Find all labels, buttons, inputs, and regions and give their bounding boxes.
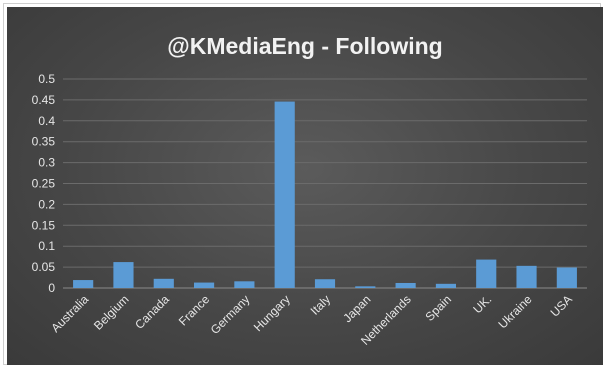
x-tick-label: Canada <box>132 292 172 332</box>
bar-chart: @KMediaEng - Following 0 0.05 0.1 0.15 0.2 0.… <box>32 33 587 348</box>
y-axis-ticks: 0 0.05 0.1 0.15 0.2 0.25 0.3 0.35 0.4 0.45 0.5 <box>32 72 56 295</box>
chart-area: @KMediaEng - Following 0 0.05 0.1 0.15 0.2 0.… <box>7 7 603 365</box>
x-tick-label: Belgium <box>91 292 132 333</box>
y-tick-label: 0.2 <box>38 197 55 211</box>
y-tick-label: 0.3 <box>38 156 55 170</box>
y-tick-label: 0.25 <box>32 177 56 191</box>
y-tick-label: 0.35 <box>32 135 56 149</box>
bar-netherlands <box>395 282 416 288</box>
x-tick-label: Ukraine <box>496 292 535 331</box>
bar-spain <box>435 283 456 288</box>
bar-italy <box>314 279 336 288</box>
x-tick-label: UK. <box>470 292 494 316</box>
x-tick-label: Germany <box>208 292 253 337</box>
x-tick-label: Italy <box>308 292 333 317</box>
y-tick-label: 0.1 <box>38 239 55 253</box>
x-tick-label: Australia <box>48 292 91 335</box>
x-tick-label: France <box>176 292 213 329</box>
bar-belgium <box>113 262 134 288</box>
bar-france <box>194 282 215 288</box>
bar-germany <box>234 281 255 288</box>
y-tick-label: 0 <box>48 281 55 295</box>
y-tick-label: 0.05 <box>32 260 56 274</box>
x-tick-label: Japan <box>340 292 373 325</box>
chart-title: @KMediaEng - Following <box>167 33 442 59</box>
bar-australia <box>73 280 94 288</box>
x-axis-ticks: Australia Belgium Canada FranceGermanyHunga… <box>48 292 575 348</box>
x-tick-label: Spain <box>422 292 454 324</box>
bar-usa <box>556 267 577 288</box>
chart-frame: @KMediaEng - Following 0 0.05 0.1 0.15 0.2 0.… <box>3 3 603 365</box>
gridlines <box>63 78 587 289</box>
y-tick-label: 0.4 <box>38 114 55 128</box>
y-tick-label: 0.15 <box>32 218 56 232</box>
bar-uk <box>476 259 497 288</box>
bars <box>73 101 577 289</box>
bar-ukraine <box>516 265 537 288</box>
y-tick-label: 0.45 <box>32 93 56 107</box>
bar-hungary <box>274 101 295 289</box>
x-tick-label: Hungary <box>251 292 293 334</box>
bar-japan <box>355 286 376 288</box>
y-tick-label: 0.5 <box>38 72 55 86</box>
bar-canada <box>153 278 174 288</box>
x-tick-label: USA <box>548 292 575 319</box>
